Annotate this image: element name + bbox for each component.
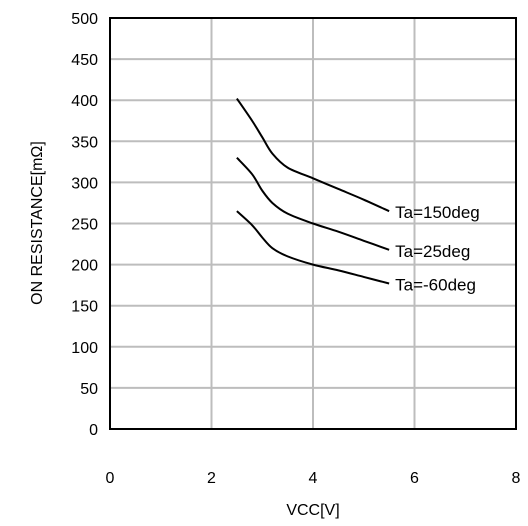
y-tick-label: 300 xyxy=(71,175,98,192)
y-tick-label: 350 xyxy=(71,134,98,151)
y-tick-label: 100 xyxy=(71,340,98,357)
y-tick-label: 250 xyxy=(71,217,98,234)
series-layer xyxy=(236,97,390,285)
series-label: Ta=150deg xyxy=(395,203,480,222)
x-tick-label: 4 xyxy=(309,470,318,487)
x-tick-label: 0 xyxy=(106,470,115,487)
y-tick-label: 400 xyxy=(71,93,98,110)
series-line xyxy=(236,157,390,251)
x-tick-label: 6 xyxy=(410,470,419,487)
y-axis-ticks: 0 50 100 150 200 250 300 350 400 450 500 xyxy=(71,11,98,439)
y-tick-label: 50 xyxy=(80,381,98,398)
grid xyxy=(110,18,516,429)
y-tick-label: 450 xyxy=(71,52,98,69)
y-tick-label: 500 xyxy=(71,11,98,28)
series-line xyxy=(236,210,390,285)
x-tick-label: 8 xyxy=(512,470,521,487)
series-line xyxy=(236,97,390,213)
y-axis-title: ON RESISTANCE[mΩ] xyxy=(29,141,46,305)
series-label: Ta=-60deg xyxy=(395,276,476,295)
x-tick-label: 2 xyxy=(207,470,216,487)
x-axis-ticks: 0 2 4 6 8 xyxy=(106,470,521,487)
x-axis-title: VCC[V] xyxy=(286,502,339,519)
series-label-layer: Ta=150deg Ta=25deg Ta=-60deg xyxy=(395,203,480,294)
y-tick-label: 0 xyxy=(89,422,98,439)
y-tick-label: 200 xyxy=(71,258,98,275)
y-tick-label: 150 xyxy=(71,299,98,316)
series-label: Ta=25deg xyxy=(395,242,470,261)
plot-frame xyxy=(109,17,517,430)
